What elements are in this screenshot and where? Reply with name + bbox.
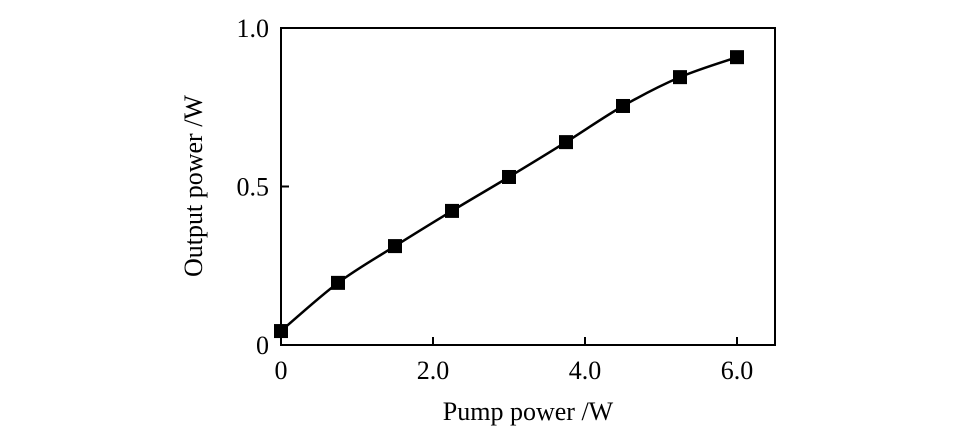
y-axis-label: Output power /W [179, 95, 208, 277]
data-point [616, 98, 630, 113]
x-tick-label: 2.0 [417, 356, 450, 385]
data-point [559, 135, 573, 150]
y-tick-label: 1.0 [237, 14, 270, 43]
data-point [502, 169, 516, 184]
data-point [274, 324, 288, 339]
plot-frame [280, 27, 776, 346]
data-point [673, 70, 687, 85]
data-point [331, 275, 345, 290]
y-tick-label: 0.5 [237, 173, 270, 202]
series-line [280, 55, 738, 333]
x-axis-label: Pump power /W [443, 397, 614, 426]
y-tick-label: 0 [256, 331, 269, 360]
x-tick-label: 4.0 [569, 356, 602, 385]
data-point [388, 239, 402, 254]
x-tick-label: 6.0 [721, 356, 754, 385]
x-tick-label: 0 [275, 356, 288, 385]
data-point [730, 50, 744, 65]
data-point [445, 203, 459, 218]
